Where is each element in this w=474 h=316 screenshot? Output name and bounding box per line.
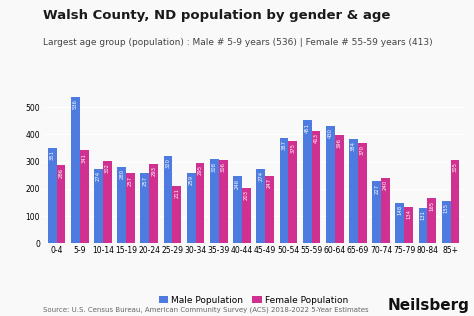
Bar: [48, 148, 56, 243]
Bar: [56, 165, 65, 243]
Bar: [451, 160, 459, 243]
Bar: [280, 138, 288, 243]
Text: 293: 293: [151, 166, 156, 176]
Bar: [326, 126, 335, 243]
Text: Walsh County, ND population by gender & age: Walsh County, ND population by gender & …: [43, 9, 390, 22]
Bar: [103, 161, 112, 243]
Text: 134: 134: [406, 209, 411, 219]
Text: 257: 257: [128, 175, 133, 185]
Bar: [219, 160, 228, 243]
Text: 165: 165: [429, 201, 434, 211]
Bar: [242, 188, 251, 243]
Bar: [404, 207, 413, 243]
Text: Largest age group (population) : Male # 5-9 years (536) | Female # 55-59 years (: Largest age group (population) : Male # …: [43, 38, 432, 47]
Bar: [173, 186, 181, 243]
Bar: [187, 173, 196, 243]
Text: 320: 320: [165, 158, 171, 168]
Text: 305: 305: [453, 162, 457, 173]
Bar: [303, 120, 311, 243]
Bar: [311, 131, 320, 243]
Text: 536: 536: [73, 100, 78, 109]
Text: 384: 384: [351, 141, 356, 151]
Text: 396: 396: [337, 138, 342, 148]
Text: 280: 280: [119, 169, 124, 179]
Text: 203: 203: [244, 190, 249, 200]
Text: 259: 259: [189, 175, 194, 185]
Text: 257: 257: [142, 175, 147, 185]
Bar: [358, 143, 367, 243]
Text: 274: 274: [258, 171, 263, 181]
Text: 351: 351: [50, 150, 55, 160]
Bar: [288, 141, 297, 243]
Text: 274: 274: [96, 171, 101, 181]
Bar: [372, 181, 381, 243]
Bar: [149, 163, 158, 243]
Bar: [94, 169, 103, 243]
Text: 240: 240: [383, 180, 388, 190]
Text: 286: 286: [58, 167, 64, 178]
Text: 247: 247: [267, 178, 272, 188]
Bar: [428, 198, 436, 243]
Bar: [71, 97, 80, 243]
Bar: [126, 173, 135, 243]
Text: Neilsberg: Neilsberg: [387, 298, 469, 313]
Bar: [196, 163, 204, 243]
Text: 302: 302: [105, 163, 110, 173]
Text: 148: 148: [397, 205, 402, 215]
Bar: [164, 156, 173, 243]
Bar: [117, 167, 126, 243]
Text: 413: 413: [313, 133, 319, 143]
Text: Source: U.S. Census Bureau, American Community Survey (ACS) 2018-2022 5-Year Est: Source: U.S. Census Bureau, American Com…: [43, 306, 368, 313]
Bar: [442, 201, 451, 243]
Text: 227: 227: [374, 184, 379, 194]
Text: 306: 306: [221, 162, 226, 172]
Text: 430: 430: [328, 128, 333, 138]
Text: 341: 341: [82, 153, 87, 163]
Bar: [335, 136, 344, 243]
Text: 211: 211: [174, 188, 179, 198]
Bar: [210, 159, 219, 243]
Bar: [419, 208, 428, 243]
Text: 155: 155: [444, 203, 449, 213]
Text: 387: 387: [282, 140, 286, 150]
Legend: Male Population, Female Population: Male Population, Female Population: [155, 292, 352, 308]
Bar: [256, 169, 265, 243]
Text: 375: 375: [290, 143, 295, 153]
Bar: [233, 176, 242, 243]
Text: 131: 131: [420, 210, 426, 220]
Text: 308: 308: [212, 161, 217, 172]
Text: 451: 451: [305, 123, 310, 133]
Text: 295: 295: [198, 165, 202, 175]
Bar: [395, 203, 404, 243]
Bar: [80, 150, 89, 243]
Text: 246: 246: [235, 179, 240, 189]
Bar: [265, 176, 274, 243]
Bar: [381, 178, 390, 243]
Bar: [349, 139, 358, 243]
Bar: [140, 173, 149, 243]
Text: 370: 370: [360, 145, 365, 155]
